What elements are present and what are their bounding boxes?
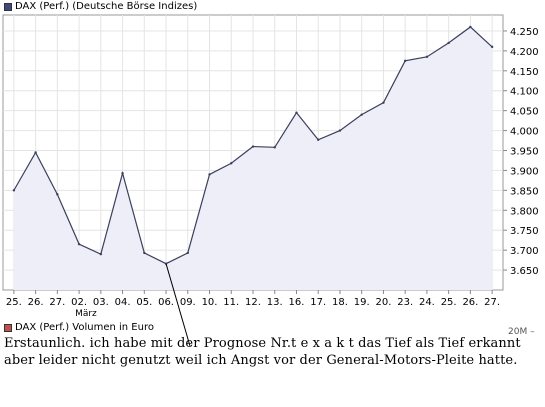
series-point xyxy=(99,252,103,256)
annotation-text: Erstaunlich. ich habe mit der Prognose N… xyxy=(4,335,524,369)
y-tick-label: 4.000 xyxy=(510,127,539,138)
x-tick-label: 23. xyxy=(397,297,413,308)
series-point xyxy=(317,138,320,141)
y-tick-label: 3.700 xyxy=(510,246,539,257)
x-tick-label: 04. xyxy=(115,297,131,308)
y-tick-label: 3.650 xyxy=(510,266,539,277)
y-tick-label: 4.250 xyxy=(510,27,539,38)
series-point xyxy=(403,59,407,63)
x-tick-label: 19. xyxy=(354,297,370,308)
x-tick-label: 13. xyxy=(267,297,283,308)
price-legend-swatch xyxy=(4,3,12,11)
annotation-line-2: aber leider nicht genutzt weil ich Angst… xyxy=(4,353,518,368)
y-tick-label: 3.750 xyxy=(510,226,539,237)
month-label: März xyxy=(75,309,97,319)
x-tick-label: 26. xyxy=(28,297,44,308)
x-tick-label: 26. xyxy=(462,297,478,308)
price-legend-label: DAX (Perf.) (Deutsche Börse Indizes) xyxy=(15,1,198,12)
series-point xyxy=(77,242,81,246)
x-tick-label: 17. xyxy=(310,297,326,308)
series-point xyxy=(121,172,124,175)
series-point xyxy=(186,251,189,255)
x-tick-label: 25. xyxy=(441,297,457,308)
volume-legend-swatch xyxy=(4,324,12,332)
x-tick-label: 02. xyxy=(71,297,87,308)
series-point xyxy=(469,25,472,29)
x-tick-label: 18. xyxy=(332,297,348,308)
volume-legend-label: DAX (Perf.) Volumen in Euro xyxy=(15,322,154,333)
y-tick-label: 3.800 xyxy=(510,206,539,217)
x-tick-label: 09. xyxy=(180,297,196,308)
series-point xyxy=(425,55,429,59)
series-point xyxy=(382,101,385,104)
x-tick-label: 27. xyxy=(484,297,500,308)
series-point xyxy=(143,251,146,255)
x-tick-label: 16. xyxy=(289,297,305,308)
series-area-fill xyxy=(13,26,493,291)
x-tick-label: 25. xyxy=(6,297,22,308)
series-point xyxy=(295,111,298,114)
series-point xyxy=(360,113,363,116)
series-point xyxy=(251,145,255,148)
series-point xyxy=(208,173,211,176)
annotation-line-1: Erstaunlich. ich habe mit der Prognose N… xyxy=(4,336,521,351)
series-point xyxy=(490,45,494,49)
series-point xyxy=(230,162,233,165)
x-tick-label: 12. xyxy=(245,297,261,308)
y-tick-label: 4.100 xyxy=(510,87,539,98)
y-tick-label: 4.200 xyxy=(510,47,539,58)
y-tick-label: 3.850 xyxy=(510,186,539,197)
series-point xyxy=(34,151,37,154)
y-tick-label: 3.950 xyxy=(510,147,539,158)
volume-axis-cut-label: 20M – xyxy=(508,327,535,337)
x-tick-label: 10. xyxy=(202,297,218,308)
y-tick-label: 4.150 xyxy=(510,67,539,78)
series-point xyxy=(273,146,276,149)
x-tick-label: 06. xyxy=(158,297,174,308)
series-point xyxy=(56,193,59,196)
y-tick-label: 3.900 xyxy=(510,166,539,177)
x-tick-label: 11. xyxy=(223,297,239,308)
series-point xyxy=(447,41,450,45)
price-legend: DAX (Perf.) (Deutsche Börse Indizes) xyxy=(4,1,197,13)
series-point xyxy=(164,262,168,265)
series-point xyxy=(12,189,16,192)
series-point xyxy=(338,129,342,132)
y-tick-label: 4.050 xyxy=(510,107,539,118)
x-tick-label: 05. xyxy=(136,297,152,308)
volume-legend: DAX (Perf.) Volumen in Euro xyxy=(4,322,154,334)
x-tick-label: 20. xyxy=(375,297,391,308)
x-tick-label: 27. xyxy=(49,297,65,308)
price-chart-plot: 4.250 4.200 4.150 4.100 4.050 4.000 3.950 3.900… xyxy=(2,14,539,319)
x-tick-label: 24. xyxy=(419,297,435,308)
x-tick-label: 03. xyxy=(93,297,109,308)
